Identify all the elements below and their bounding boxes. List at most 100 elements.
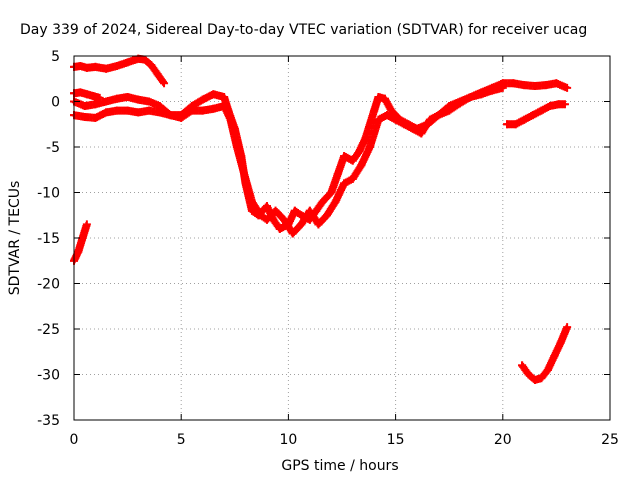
data-point bbox=[123, 106, 132, 115]
data-point bbox=[340, 179, 349, 188]
data-point bbox=[425, 115, 434, 124]
data-point bbox=[503, 120, 512, 129]
data-point bbox=[331, 197, 340, 206]
data-point bbox=[357, 161, 366, 170]
data-point bbox=[400, 120, 409, 129]
data-point bbox=[445, 106, 454, 115]
data-point bbox=[318, 197, 327, 206]
data-point bbox=[177, 113, 186, 122]
data-point bbox=[89, 92, 98, 101]
data-point bbox=[80, 112, 89, 121]
x-tick-label: 5 bbox=[177, 432, 186, 448]
data-point bbox=[232, 143, 241, 151]
data-point bbox=[153, 70, 162, 79]
data-point bbox=[82, 220, 91, 229]
y-tick-label: -10 bbox=[37, 186, 60, 202]
x-tick-label: 10 bbox=[279, 432, 297, 448]
data-point bbox=[145, 106, 154, 115]
data-point bbox=[112, 62, 121, 71]
data-point bbox=[102, 97, 111, 106]
data-point bbox=[91, 100, 100, 109]
data-point bbox=[82, 63, 91, 72]
data-point bbox=[498, 83, 507, 92]
data-point bbox=[297, 220, 306, 229]
data-point bbox=[348, 174, 357, 183]
series-trail bbox=[70, 84, 506, 238]
data-point bbox=[563, 323, 572, 332]
data-point bbox=[112, 106, 121, 115]
data-point bbox=[147, 61, 156, 70]
data-point bbox=[241, 174, 250, 183]
chart-title: Day 339 of 2024, Sidereal Day-to-day VTE… bbox=[20, 22, 587, 38]
data-point bbox=[271, 206, 280, 215]
y-tick-label: -5 bbox=[46, 140, 60, 156]
data-point bbox=[380, 94, 389, 103]
data-point bbox=[288, 229, 297, 238]
series-arc-1 bbox=[70, 54, 169, 88]
data-point bbox=[333, 170, 342, 179]
data-point bbox=[140, 55, 149, 64]
data-point bbox=[541, 81, 550, 90]
y-tick-label: -30 bbox=[37, 368, 60, 384]
data-point bbox=[537, 106, 546, 115]
series-arc-3 bbox=[70, 79, 572, 233]
data-point bbox=[209, 90, 218, 99]
data-point bbox=[220, 102, 229, 111]
y-tick-label: 0 bbox=[51, 95, 60, 111]
series-arc-7 bbox=[518, 323, 572, 384]
data-point bbox=[314, 220, 323, 229]
data-point bbox=[520, 81, 529, 90]
data-point bbox=[123, 58, 132, 67]
data-point bbox=[355, 147, 364, 156]
data-point bbox=[556, 338, 565, 347]
series-arc-5 bbox=[70, 220, 91, 265]
data-point bbox=[226, 115, 235, 124]
y-tick-label: -20 bbox=[37, 277, 60, 293]
x-tick-label: 25 bbox=[601, 432, 619, 448]
data-point bbox=[91, 62, 100, 71]
data-point bbox=[520, 115, 529, 124]
data-point bbox=[374, 92, 383, 101]
data-point bbox=[530, 82, 539, 91]
data-point bbox=[466, 92, 475, 101]
series-trail bbox=[70, 54, 167, 86]
data-point bbox=[160, 79, 169, 88]
y-tick-label: -35 bbox=[37, 413, 60, 429]
tick-labels: 0 5 10 15 20 25 5 0 -5 -10 -15 -20 -25 -30 -35 bbox=[37, 49, 619, 448]
data-point bbox=[123, 92, 132, 101]
data-point bbox=[209, 104, 218, 113]
data-point bbox=[145, 97, 154, 106]
x-tick-label: 15 bbox=[387, 432, 405, 448]
data-point bbox=[391, 115, 400, 124]
x-tick-label: 20 bbox=[494, 432, 512, 448]
data-point bbox=[361, 133, 370, 142]
data-point bbox=[155, 108, 164, 117]
trail-marker bbox=[158, 77, 167, 86]
data-point bbox=[365, 143, 374, 151]
data-point bbox=[518, 361, 527, 370]
data-point bbox=[455, 99, 464, 108]
data-point bbox=[550, 352, 559, 361]
data-point bbox=[340, 152, 349, 161]
data-point bbox=[262, 202, 271, 211]
data-point bbox=[76, 62, 85, 71]
x-axis-title: GPS time / hours bbox=[281, 458, 398, 474]
data-point bbox=[82, 90, 91, 99]
data-point bbox=[247, 197, 256, 206]
data-point bbox=[543, 365, 552, 374]
data-point bbox=[134, 95, 143, 104]
data-point bbox=[102, 108, 111, 117]
series-arc-4 bbox=[70, 83, 507, 238]
data-point bbox=[198, 95, 207, 104]
data-point bbox=[374, 115, 383, 124]
data-point bbox=[76, 88, 85, 97]
data-point bbox=[80, 102, 89, 111]
data-point bbox=[256, 211, 265, 220]
data-point bbox=[509, 79, 518, 88]
plot-frame bbox=[73, 55, 611, 421]
y-tick-label: -15 bbox=[37, 231, 60, 247]
data-point bbox=[280, 215, 289, 224]
data-point bbox=[370, 106, 379, 115]
data-point bbox=[322, 211, 331, 220]
